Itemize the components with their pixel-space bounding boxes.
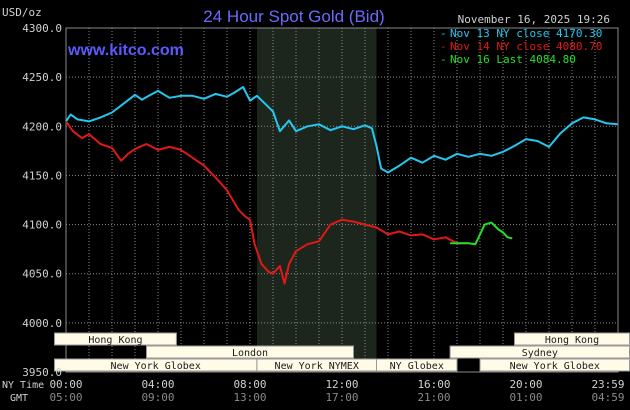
session-box-rect [54, 332, 177, 346]
session-box: Hong Kong [54, 332, 177, 346]
session-box: NY Globex [376, 358, 458, 372]
legend-entry-nov13-marker: - [440, 27, 447, 40]
x-axis-row1-label: NY Time [2, 380, 44, 391]
nymex-shaded-region [256, 28, 377, 372]
y-axis-unit-label: USD/oz [2, 6, 42, 19]
plot-frame [65, 27, 619, 373]
session-box-label: Hong Kong [545, 335, 599, 346]
x-tick-label-ny: 04:00 [141, 378, 174, 391]
session-box-rect [376, 358, 458, 372]
legend-entry-nov13: Nov 13 NY close 4170.30 [450, 27, 602, 40]
series-line-nov13 [65, 86, 618, 174]
y-tick-label: 4300.0 [22, 22, 62, 35]
session-box-label: Hong Kong [88, 335, 142, 346]
session-box-label: NY Globex [390, 361, 444, 372]
x-tick-label-gmt: 04:59 [591, 391, 624, 404]
session-box: New York NYMEX [256, 358, 377, 372]
series-line-nov14 [65, 120, 469, 285]
x-tick-label-ny: 12:00 [325, 378, 358, 391]
session-box-label: New York Globex [111, 361, 201, 372]
session-box-label: New York Globex [510, 361, 600, 372]
y-tick-label: 4050.0 [22, 268, 62, 281]
x-tick-label-ny: 00:00 [49, 378, 82, 391]
x-tick-label-gmt: 05:00 [49, 391, 82, 404]
y-tick-label: 4150.0 [22, 169, 62, 182]
x-tick-label-gmt: 13:00 [233, 391, 266, 404]
series-line-nov16 [450, 221, 513, 246]
x-tick-label-ny: 23:59 [591, 378, 624, 391]
legend-entry-nov16-marker: - [440, 53, 447, 66]
y-tick-label: 4200.0 [22, 120, 62, 133]
x-tick-label-gmt: 09:00 [141, 391, 174, 404]
chart-title: 24 Hour Spot Gold (Bid) [203, 7, 384, 26]
watermark-text: www.kitco.com [67, 42, 184, 59]
legend: - Nov 13 NY close 4170.30 - Nov 14 NY cl… [440, 27, 602, 66]
x-tick-label-gmt: 21:00 [417, 391, 450, 404]
y-tick-label: 4000.0 [22, 317, 62, 330]
y-tick-label: 4100.0 [22, 219, 62, 232]
x-axis-row2-label: GMT [10, 393, 28, 404]
x-tick-label-gmt: 01:00 [509, 391, 542, 404]
session-box-label: London [232, 348, 268, 359]
session-box: London [146, 345, 354, 359]
session-box: Hong Kong [514, 332, 630, 346]
x-tick-label-ny: 20:00 [509, 378, 542, 391]
timestamp-label: November 16, 2025 19:26 [458, 13, 610, 26]
session-box: Sydney [449, 345, 630, 359]
legend-entry-nov14-marker: - [440, 40, 447, 53]
x-tick-label-ny: 08:00 [233, 378, 266, 391]
x-tick-label-gmt: 17:00 [325, 391, 358, 404]
x-tick-label-ny: 16:00 [417, 378, 450, 391]
session-box-label: New York NYMEX [275, 361, 359, 372]
legend-entry-nov14: Nov 14 NY close 4080.70 [450, 40, 602, 53]
session-box: New York Globex [54, 358, 258, 372]
session-box-rect [146, 345, 354, 359]
y-tick-label: 3950.0 [22, 366, 62, 379]
y-tick-label: 4250.0 [22, 71, 62, 84]
session-box-label: Sydney [522, 348, 558, 359]
session-box: New York Globex [479, 358, 630, 372]
legend-entry-nov16: Nov 16 Last 4084.80 [450, 53, 576, 66]
